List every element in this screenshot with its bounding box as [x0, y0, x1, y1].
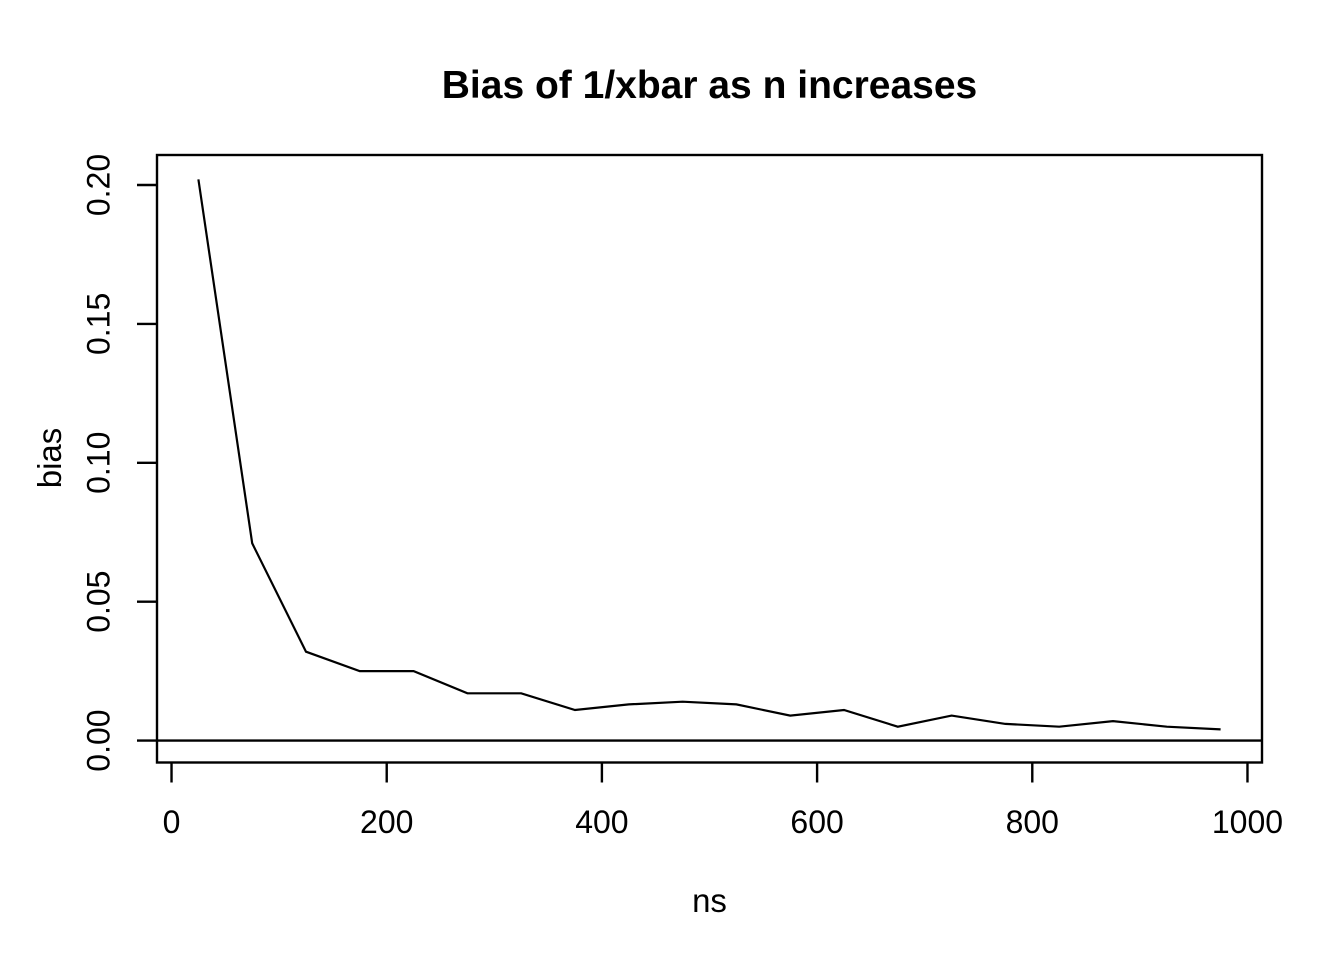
y-axis-tick-label: 0.00 — [81, 709, 117, 771]
y-axis-label: bias — [31, 427, 68, 489]
y-axis-tick-label: 0.20 — [81, 154, 117, 216]
x-axis-tick-label: 800 — [1006, 804, 1059, 840]
x-axis-tick-label: 200 — [360, 804, 413, 840]
y-axis-tick-label: 0.10 — [81, 432, 117, 494]
bias-series-line — [197, 179, 1221, 731]
y-axis-tick-label: 0.15 — [81, 293, 117, 355]
x-axis-tick-label: 600 — [790, 804, 843, 840]
plot-box — [155, 153, 1264, 764]
x-axis-tick-label: 400 — [575, 804, 628, 840]
chart-title: Bias of 1/xbar as n increases — [441, 64, 978, 107]
y-axis-tick-label: 0.05 — [81, 571, 117, 633]
x-axis-tick-label: 1000 — [1212, 804, 1283, 840]
x-axis-tick-label: 0 — [163, 804, 181, 840]
x-axis-label: ns — [692, 882, 727, 919]
